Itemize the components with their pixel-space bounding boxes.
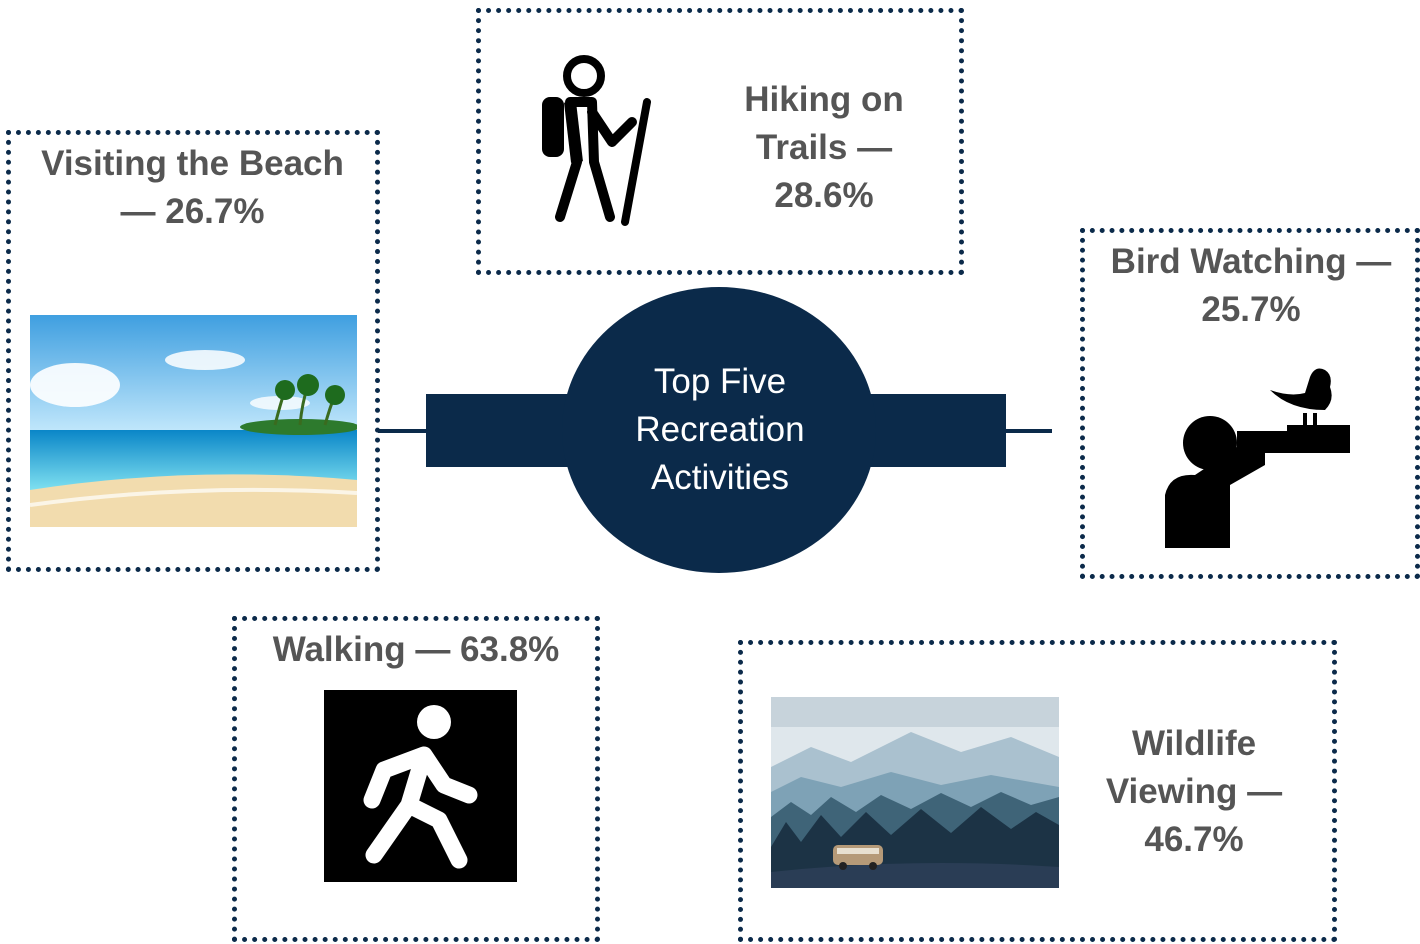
node-box [232,616,600,942]
node-label: Walking — 63.8% [272,630,560,669]
node-box [6,130,380,572]
beach-image [30,315,357,527]
hiker-icon [542,55,651,226]
node-box [476,8,964,275]
node-label: Wildlife Viewing — 46.7% [1105,724,1283,859]
walker-icon [324,690,517,882]
node-label: Hiking on Trails — 28.6% [744,80,904,215]
center-title: Top Five Recreation Activities [635,362,805,497]
forest-image [771,697,1059,888]
node-label: Bird Watching — 25.7% [1110,242,1392,329]
birdwatcher-icon [1165,368,1350,548]
node-label: Visiting the Beach — 26.7% [41,144,344,231]
node-box [1080,228,1420,579]
center-circle [562,287,876,573]
node-box [738,640,1337,942]
